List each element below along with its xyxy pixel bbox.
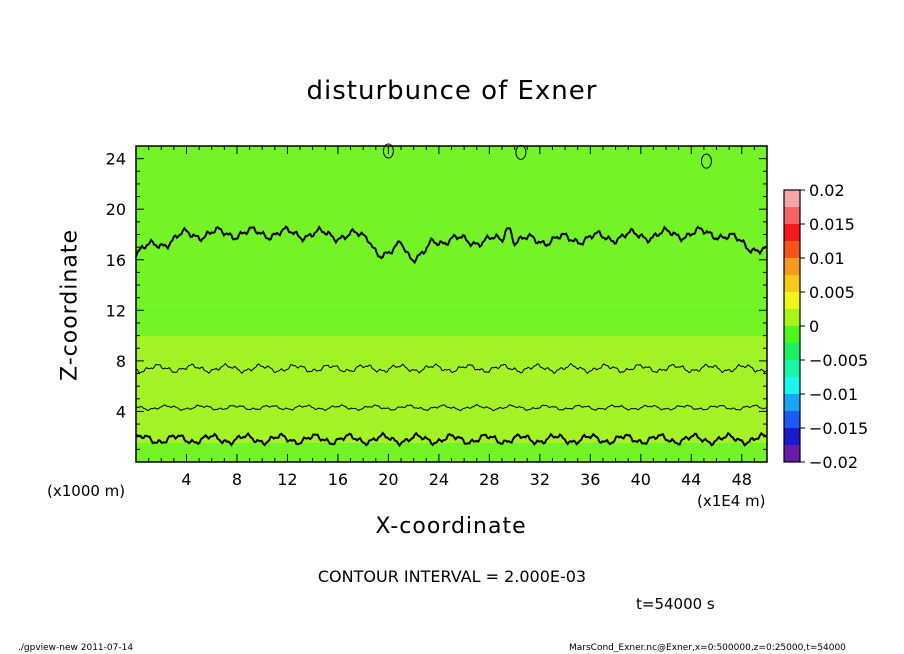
colorbar-segment-4 <box>784 377 800 394</box>
time-label: t=54000 s <box>636 595 715 613</box>
x-tick-label: 8 <box>232 470 242 489</box>
y-axis-label: Z-coordinate <box>57 229 83 381</box>
colorbar-segment-10 <box>784 275 800 292</box>
colorbar-segment-9 <box>784 292 800 309</box>
contour-line-c2 <box>135 403 767 412</box>
x-tick-label: 24 <box>429 470 449 489</box>
footer-left: ./gpview-new 2011-07-14 <box>18 643 134 653</box>
colorbar-tick-label: 0.015 <box>809 215 855 234</box>
value-band-0 <box>136 443 767 462</box>
colorbar-segment-5 <box>784 360 800 377</box>
y-tick-label: 24 <box>106 150 126 169</box>
colorbar-segment-7 <box>784 326 800 343</box>
x-tick-label: 20 <box>378 470 398 489</box>
x-tick-label: 12 <box>277 470 297 489</box>
colorbar-segment-12 <box>784 241 800 258</box>
colorbar-segment-13 <box>784 224 800 241</box>
y-tick-label: 4 <box>116 402 126 421</box>
x-axis-units-secondary: (x1E4 m) <box>697 492 766 510</box>
x-axis-units: (x1000 m) <box>47 482 126 500</box>
x-tick-label: 4 <box>181 470 191 489</box>
value-band-5 <box>136 146 767 311</box>
x-tick-label: 40 <box>631 470 651 489</box>
x-axis-label: X-coordinate <box>375 514 527 539</box>
colorbar-tick-label: −0.005 <box>809 351 868 370</box>
contour-interval: CONTOUR INTERVAL = 2.000E-03 <box>317 567 587 586</box>
x-tick-label: 16 <box>328 470 348 489</box>
value-band-4 <box>136 310 767 336</box>
contour-line-c3 <box>135 362 767 375</box>
colorbar-segment-3 <box>784 394 800 411</box>
colorbar-segment-8 <box>784 309 800 326</box>
colorbar-segment-2 <box>784 411 800 428</box>
contour-line-c4 <box>135 225 767 265</box>
y-tick-label: 12 <box>106 301 126 320</box>
colorbar-tick-label: 0.01 <box>809 249 845 268</box>
colorbar-tick-label: −0.01 <box>809 385 858 404</box>
contour-line-c1 <box>135 431 767 448</box>
x-tick-label: 48 <box>732 470 752 489</box>
contour-fragment-0 <box>382 143 394 159</box>
value-band-3 <box>136 335 767 361</box>
value-band-2 <box>136 360 767 406</box>
x-tick-label: 44 <box>681 470 701 489</box>
colorbar-tick-label: −0.015 <box>809 419 868 438</box>
colorbar-segment-1 <box>784 428 800 445</box>
colorbar-segment-15 <box>784 190 800 207</box>
y-tick-label: 20 <box>106 200 126 219</box>
x-tick-label: 36 <box>580 470 600 489</box>
colorbar-segment-11 <box>784 258 800 275</box>
colorbar-segment-6 <box>784 343 800 360</box>
colorbar-segment-14 <box>784 207 800 224</box>
y-tick-label: 8 <box>116 352 126 371</box>
footer-right: MarsCond_Exner.nc@Exner,x=0:500000,z=0:2… <box>569 643 846 653</box>
colorbar-tick-label: −0.02 <box>809 453 858 472</box>
colorbar-tick-label: 0.005 <box>809 283 855 302</box>
value-band-1 <box>136 405 767 444</box>
y-tick-label: 16 <box>106 251 126 270</box>
x-tick-label: 28 <box>479 470 499 489</box>
colorbar-tick-label: 0.02 <box>809 181 845 200</box>
contour-fragment-2 <box>700 153 712 169</box>
colorbar-tick-label: 0 <box>809 317 819 336</box>
x-tick-label: 32 <box>530 470 550 489</box>
chart-title: disturbunce of Exner <box>306 76 598 106</box>
colorbar-segment-0 <box>784 445 800 462</box>
